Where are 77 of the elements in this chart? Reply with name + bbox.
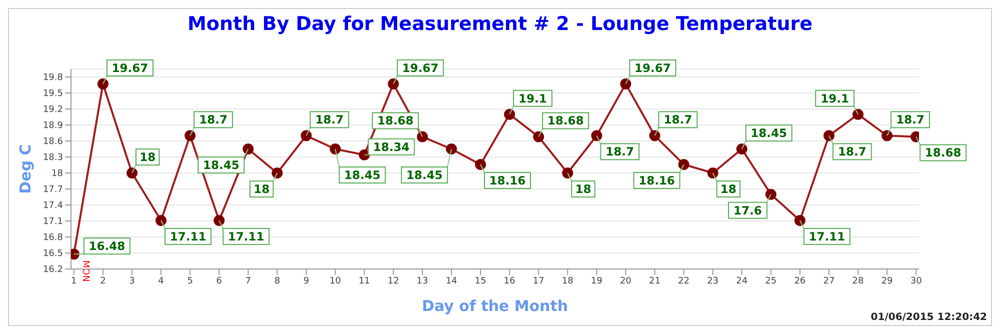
y-axis-title: Deg C <box>16 144 34 194</box>
y-tick-label: 16.2 <box>42 265 63 276</box>
x-tick-label: 1 <box>71 276 77 286</box>
x-tick-label: 22 <box>678 276 690 286</box>
x-tick-label: 9 <box>303 276 310 286</box>
x-tick-label: 7 <box>245 276 252 286</box>
data-label: 19.1 <box>518 91 547 106</box>
data-label: 18.45 <box>202 158 240 172</box>
data-label: 18 <box>575 182 592 196</box>
data-label: 18.68 <box>924 146 962 160</box>
x-tick-label: 27 <box>823 276 835 286</box>
x-tick-label: 15 <box>474 276 486 286</box>
x-axis-title: Day of the Month <box>422 297 568 315</box>
x-tick-label: 24 <box>736 276 748 286</box>
x-tick-label: 12 <box>388 276 400 286</box>
x-tick-label: 10 <box>330 276 342 286</box>
data-label: 18.45 <box>750 126 788 140</box>
x-tick-label: 20 <box>620 276 632 286</box>
data-label: 18.7 <box>199 112 228 127</box>
chart-title: Month By Day for Measurement # 2 - Lounge Temperature <box>186 12 814 35</box>
y-tick-label: 17.1 <box>42 217 63 228</box>
data-label: 18 <box>720 182 736 196</box>
x-tick-label: 2 <box>100 276 106 286</box>
data-label: 19.67 <box>634 60 671 75</box>
data-label: 17.11 <box>228 229 264 244</box>
data-label: 18.7 <box>664 112 692 127</box>
x-tick-label: 17 <box>532 276 544 286</box>
x-tick-label: 13 <box>416 276 428 286</box>
y-tick-label: 17.4 <box>42 201 64 212</box>
data-label: 18.7 <box>606 144 634 159</box>
x-tick-label: 28 <box>852 276 864 286</box>
y-tick-label: 18.3 <box>42 153 63 164</box>
data-label: 18.16 <box>638 173 675 188</box>
x-tick-label: 4 <box>158 276 164 286</box>
x-tick-label: 18 <box>562 276 574 286</box>
data-label: 18 <box>254 182 270 196</box>
x-tick-label: 14 <box>446 276 458 286</box>
x-tick-label: 30 <box>910 276 922 286</box>
data-label: 18 <box>140 150 156 164</box>
x-tick-label: 21 <box>649 276 660 286</box>
y-tick-label: 19.2 <box>42 105 63 116</box>
data-label: 17.6 <box>734 203 762 218</box>
y-tick-label: 19.8 <box>42 73 64 84</box>
y-tick-label: 19.5 <box>42 89 63 100</box>
data-label: 18.45 <box>344 168 380 182</box>
data-label: 18.68 <box>547 114 584 128</box>
data-label: 17.11 <box>808 229 846 244</box>
data-label: 18.45 <box>406 168 443 182</box>
x-tick-label: 3 <box>129 276 135 286</box>
data-label: 18.7 <box>896 112 924 127</box>
y-tick-label: 18.9 <box>42 121 64 132</box>
x-tick-label: 29 <box>881 276 894 286</box>
y-tick-label: 18 <box>52 169 64 180</box>
text: 01/06/2015 12:20:42 <box>870 312 987 323</box>
y-tick-label: 16.8 <box>42 233 64 244</box>
x-tick-label: 6 <box>216 276 222 286</box>
x-tick-label: 23 <box>707 276 719 286</box>
x-tick-label: 19 <box>590 276 603 286</box>
data-label: 19.67 <box>402 60 439 75</box>
x-tick-label: 16 <box>504 276 516 286</box>
data-label: 16.48 <box>88 239 126 254</box>
y-tick-label: 18.6 <box>42 137 64 148</box>
x-tick-label: 25 <box>765 276 777 286</box>
data-label: 18.16 <box>489 173 526 188</box>
x-tick-label: 26 <box>794 276 806 286</box>
y-tick-label: 16.5 <box>42 249 63 260</box>
y-tick-label: 17.7 <box>42 185 63 196</box>
x-tick-label: 8 <box>274 276 280 286</box>
x-tick-label: 5 <box>187 276 193 286</box>
data-label: 19.1 <box>820 91 849 106</box>
x-tick-label: 11 <box>358 276 370 286</box>
data-label: 17.11 <box>170 229 206 244</box>
data-label: 19.67 <box>112 60 148 75</box>
data-label: 18.34 <box>373 140 410 154</box>
data-label: 18.7 <box>838 144 866 159</box>
data-label: 18.68 <box>377 114 414 128</box>
data-label: 18.7 <box>315 112 344 127</box>
